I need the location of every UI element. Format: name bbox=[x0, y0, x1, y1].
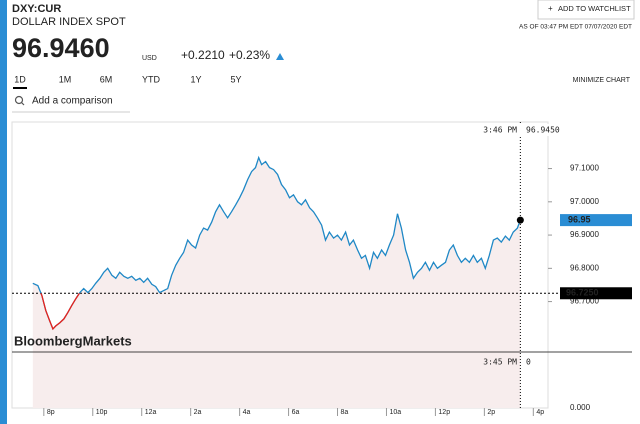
x-tick-label: 4a bbox=[243, 409, 251, 416]
plus[interactable]: + bbox=[548, 4, 553, 13]
price-line bbox=[32, 155, 521, 331]
volume-axis-label: 0.000 bbox=[570, 403, 591, 412]
x-tick-label: 8p bbox=[47, 409, 55, 416]
sidebar bbox=[0, 0, 7, 424]
as-of: AS OF 03:47 PM EDT 07/07/2020 EDT bbox=[519, 24, 632, 31]
x-tick-label: 2a bbox=[194, 409, 202, 416]
watermark: BloombergMarkets bbox=[14, 333, 132, 348]
up-arrow bbox=[276, 53, 284, 60]
tab[interactable]: 1D bbox=[14, 74, 26, 84]
crosshair-top-box bbox=[478, 124, 568, 136]
last-point bbox=[516, 216, 524, 224]
crosshair-bottom-time: 3:45 PM bbox=[483, 358, 517, 367]
x-tick-label: 10a bbox=[389, 409, 401, 416]
x-tick-label: 4p bbox=[536, 409, 544, 416]
y-tick-label: 96.7000 bbox=[570, 297, 599, 306]
crosshair-bottom-value: 0 bbox=[526, 358, 531, 367]
currency: USD bbox=[142, 55, 157, 62]
crosshair-time: 3:46 PM bbox=[483, 126, 517, 135]
comparison-input[interactable]: Add a comparison bbox=[32, 96, 113, 107]
y-tick-label: 97.0000 bbox=[570, 197, 599, 206]
watchlist-button[interactable] bbox=[537, 0, 635, 20]
search-icon-handle bbox=[21, 102, 25, 106]
change-pct: +0.23% bbox=[229, 48, 270, 62]
minimize-chart[interactable]: MINIMIZE CHART bbox=[573, 77, 631, 84]
tab[interactable]: 5Y bbox=[230, 74, 241, 84]
reference-label: 96.7250 bbox=[566, 288, 599, 298]
instrument-name: DOLLAR INDEX SPOT bbox=[12, 16, 126, 28]
y-tick-label: 97.1000 bbox=[570, 164, 599, 173]
symbol: DXY:CUR bbox=[12, 3, 61, 15]
plot: BloombergMarkets 96.7000 96.8000 96.9000 97.… bbox=[12, 122, 632, 416]
x-tick-label: 10p bbox=[96, 409, 108, 416]
x-tick-label: 2p bbox=[487, 409, 495, 416]
x-tick-label: 12a bbox=[145, 409, 157, 416]
tab[interactable]: 1Y bbox=[190, 74, 201, 84]
reference-tag bbox=[560, 287, 632, 300]
tabs: 1D 1M 6M YTD 1Y 5Y bbox=[13, 74, 242, 89]
area bbox=[32, 157, 521, 408]
watchlist-label[interactable]: ADD TO WATCHLIST bbox=[558, 4, 631, 13]
x-tick-label: 8a bbox=[341, 409, 349, 416]
change: +0.2210 bbox=[181, 48, 225, 62]
x-tick-label: 6a bbox=[292, 409, 300, 416]
y-tick-label: 96.8000 bbox=[570, 263, 599, 272]
tab[interactable]: YTD bbox=[142, 74, 161, 84]
last-tag-label: 96.95 bbox=[568, 214, 591, 224]
price: 96.9460 bbox=[12, 33, 110, 63]
y-tick-label: 96.9000 bbox=[570, 230, 599, 239]
x-tick-label: 12p bbox=[438, 409, 450, 416]
crosshair-value: 96.9450 bbox=[526, 126, 560, 135]
search-icon bbox=[14, 95, 24, 105]
tab[interactable]: 6M bbox=[100, 74, 113, 84]
last-tag bbox=[560, 214, 632, 227]
tab[interactable]: 1M bbox=[59, 74, 72, 84]
